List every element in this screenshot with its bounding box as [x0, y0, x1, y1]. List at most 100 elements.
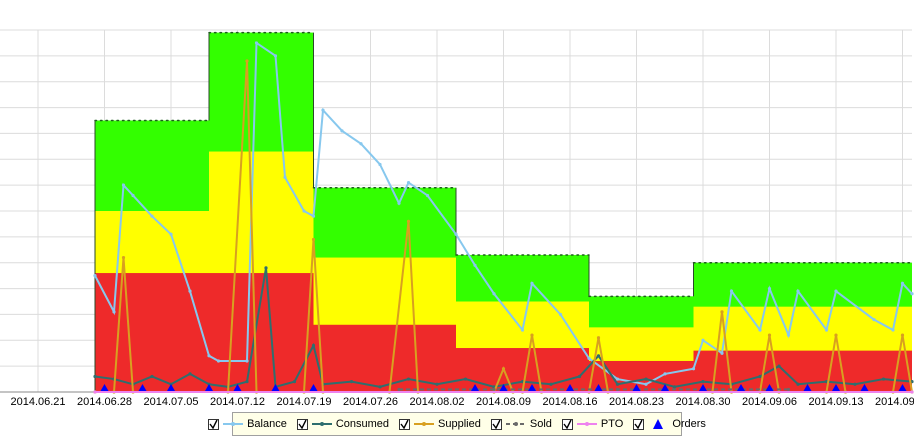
- chart: 2014.06.21 2014.06.28 2014.07.05 2014.07.12…: [0, 29, 914, 408]
- series-point: [112, 310, 116, 314]
- legend-label: Sold: [529, 418, 552, 430]
- series-point: [406, 377, 411, 381]
- series-point: [188, 372, 192, 376]
- buffer-zone: [313, 324, 456, 392]
- series-point: [359, 142, 363, 146]
- legend-marker: [319, 422, 324, 426]
- series-point: [701, 380, 705, 384]
- series-point: [311, 214, 316, 218]
- series-point: [302, 209, 306, 213]
- series-point: [93, 390, 97, 394]
- order-marker: [765, 384, 774, 391]
- series-point: [378, 385, 382, 389]
- series-point: [596, 354, 601, 358]
- legend-swatch: [505, 422, 526, 426]
- legend-checkbox[interactable]: [490, 418, 502, 430]
- series-point: [245, 59, 249, 63]
- legend-item[interactable]: Balance: [208, 418, 287, 430]
- x-tick-label: 2014.08.23: [609, 396, 664, 408]
- order-marker: [661, 384, 669, 391]
- check: [563, 419, 572, 429]
- series-point: [93, 274, 97, 278]
- order-marker: [233, 384, 242, 391]
- series-point: [150, 374, 154, 379]
- legend-label: Consumed: [335, 418, 390, 430]
- series-point: [492, 387, 496, 392]
- series-point: [834, 333, 838, 337]
- legend-checkbox[interactable]: [208, 418, 220, 430]
- series-point: [596, 336, 601, 340]
- order-marker: [167, 384, 175, 391]
- series-point: [767, 333, 772, 337]
- series-point: [701, 338, 705, 342]
- series-point: [720, 310, 724, 314]
- series-point: [131, 193, 135, 198]
- x-tick-label: 2014.06.28: [77, 396, 132, 408]
- series-point: [283, 175, 287, 179]
- series-point: [786, 333, 791, 337]
- series-point: [254, 41, 259, 45]
- series-point: [758, 328, 762, 332]
- series-point: [311, 343, 316, 348]
- legend-swatch: [576, 422, 597, 426]
- series-point: [121, 183, 126, 187]
- series-point: [720, 351, 724, 355]
- series-point: [311, 237, 316, 242]
- series-point: [530, 281, 534, 285]
- series-point: [435, 382, 439, 386]
- order-marker: [898, 384, 907, 391]
- legend-checkbox[interactable]: [633, 418, 645, 430]
- legend-label: Balance: [247, 418, 287, 430]
- series-point: [891, 328, 895, 332]
- series-point: [900, 333, 905, 337]
- series-point: [245, 359, 249, 363]
- legend: Balance Consumed Supplied Sold PTO Orders: [208, 412, 706, 436]
- series-point: [425, 193, 430, 198]
- series-point: [767, 286, 772, 291]
- legend-item[interactable]: Sold: [490, 418, 552, 430]
- series-point: [216, 359, 221, 363]
- series-point: [169, 232, 173, 236]
- series-point: [672, 385, 677, 389]
- order-marker: [737, 384, 745, 391]
- legend-marker: [231, 422, 236, 426]
- x-tick-label: 2014.08.02: [409, 396, 464, 408]
- order-marker: [832, 384, 840, 391]
- legend-item[interactable]: Supplied: [399, 418, 481, 430]
- series-point: [349, 380, 354, 384]
- series-point: [454, 232, 458, 236]
- series-point: [188, 289, 192, 293]
- legend-marker: [513, 422, 518, 426]
- series-point: [530, 333, 534, 337]
- series-point: [501, 367, 506, 371]
- series-point: [340, 129, 344, 133]
- legend-item[interactable]: Orders: [633, 418, 706, 430]
- buffer-zone: [456, 348, 589, 392]
- legend-checkbox[interactable]: [296, 418, 308, 430]
- series-point: [492, 292, 496, 296]
- check: [298, 419, 307, 429]
- series-point: [264, 266, 268, 270]
- series-point: [577, 374, 582, 379]
- x-tick-label: 2014.07.05: [143, 396, 198, 408]
- series-point: [321, 108, 325, 112]
- order-marker: [594, 384, 603, 391]
- series-point: [644, 382, 648, 386]
- series-point: [796, 382, 800, 386]
- series-point: [121, 255, 126, 260]
- check: [634, 419, 643, 429]
- legend-checkbox[interactable]: [561, 418, 573, 430]
- series-point: [273, 54, 278, 58]
- order-marker: [528, 384, 536, 391]
- legend-checkbox[interactable]: [399, 418, 411, 430]
- legend-label: PTO: [600, 418, 624, 430]
- legend-item[interactable]: Consumed: [296, 418, 390, 430]
- series-point: [406, 180, 411, 185]
- series-point: [587, 356, 591, 360]
- legend-item[interactable]: PTO: [561, 418, 624, 430]
- series-point: [615, 382, 620, 386]
- series-point: [644, 377, 648, 381]
- legend-swatch: [223, 422, 244, 426]
- x-tick-label: 2014.07.26: [343, 396, 398, 408]
- series-point: [615, 377, 620, 381]
